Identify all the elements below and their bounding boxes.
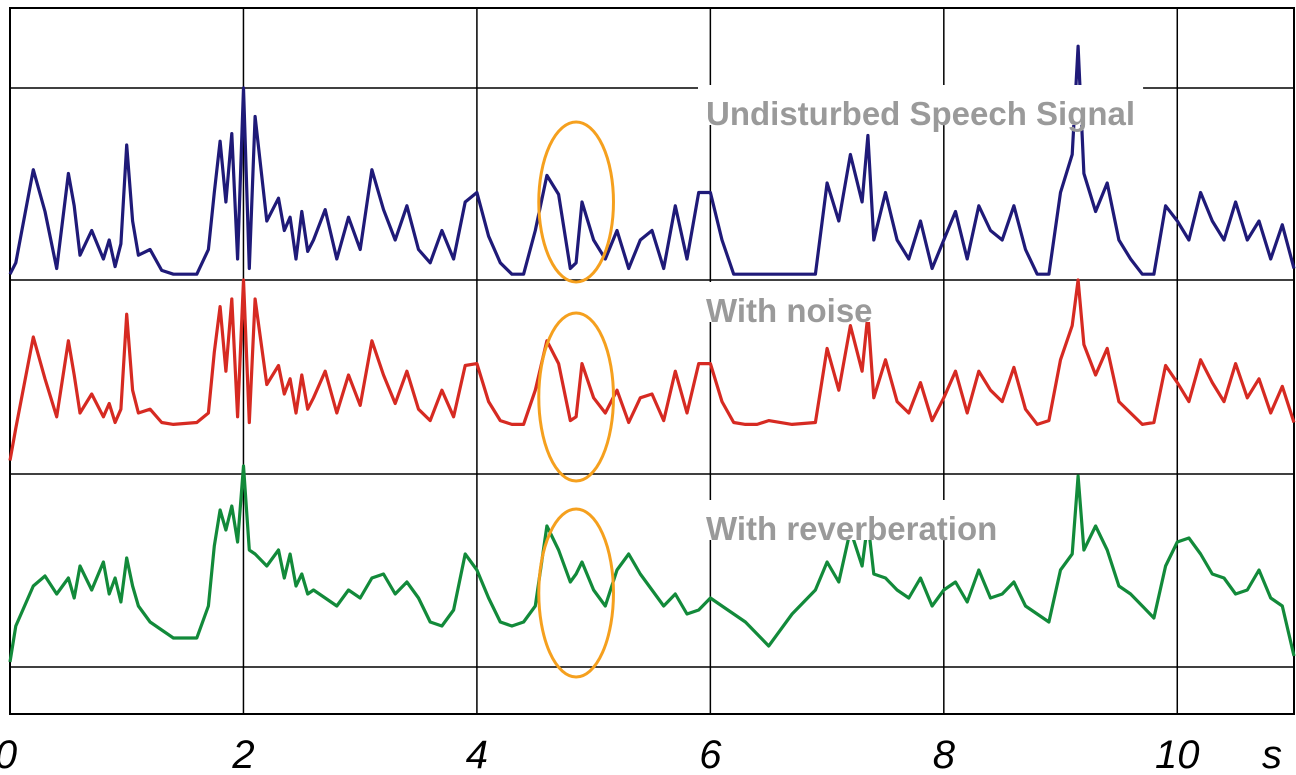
- series-line-2: [8, 278, 1296, 461]
- series-label-2: With noise: [706, 292, 873, 329]
- series-lines: [8, 44, 1296, 663]
- highlight-ellipse-2: [537, 311, 615, 483]
- series-label-backing: [698, 85, 1144, 125]
- series-label-3: With reverberation: [706, 510, 997, 547]
- x-tick-label: 2: [231, 733, 254, 775]
- x-tick-label: 10: [1155, 733, 1200, 775]
- x-tick-label: 4: [466, 733, 488, 775]
- x-tick-label: 8: [933, 733, 956, 775]
- highlight-ellipse-3: [537, 507, 615, 679]
- series-label-backing: [698, 282, 881, 322]
- series-label-1: Undisturbed Speech Signal: [706, 95, 1135, 132]
- x-unit-label: s: [1262, 733, 1282, 775]
- series-labels: Undisturbed Speech Signal With noise With …: [698, 85, 1144, 547]
- highlight-ellipses: [537, 120, 615, 679]
- series-label-backing: [698, 500, 1006, 540]
- x-tick-label: 6: [699, 733, 722, 775]
- x-tick-label: 0: [0, 733, 17, 775]
- plot-frame: [9, 7, 1295, 715]
- series-line-3: [8, 464, 1296, 663]
- x-axis-ticks: 0 2 4 6 8 10 s: [0, 733, 1282, 775]
- series-line-1: [8, 44, 1296, 276]
- highlight-ellipse-1: [537, 120, 615, 284]
